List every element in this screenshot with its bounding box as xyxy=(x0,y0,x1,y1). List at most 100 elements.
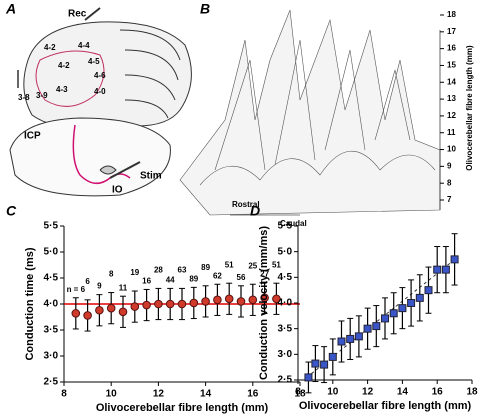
z-tick-label: 15 xyxy=(447,61,456,70)
sample-size-label: 9 xyxy=(97,282,102,291)
y-tick-label: 4·0 xyxy=(278,298,293,309)
panel-label: D xyxy=(250,203,260,219)
z-tick-label: 14 xyxy=(447,77,456,86)
z-tick-label: 13 xyxy=(447,94,456,103)
x-tick-label: 14 xyxy=(397,387,409,398)
point xyxy=(118,307,128,317)
y-axis-label: Conduction time (ms) xyxy=(24,247,36,360)
x-tick-label: 12 xyxy=(362,387,374,398)
sample-size-label: 25 xyxy=(248,261,257,270)
sample-size-label: n = 6 xyxy=(67,285,86,294)
sample-size-label: 8 xyxy=(109,270,114,279)
point xyxy=(320,360,329,369)
y-tick-label: 2·5 xyxy=(278,375,293,386)
z-tick-label: 12 xyxy=(447,111,456,120)
sample-size-label: 51 xyxy=(272,260,281,269)
x-tick-label: 18 xyxy=(294,389,306,400)
point xyxy=(165,299,175,309)
point xyxy=(441,265,450,274)
point xyxy=(354,332,363,341)
y-tick-label: 3·0 xyxy=(44,351,59,362)
z-tick-label: 10 xyxy=(447,145,456,154)
y-tick-label: 5·0 xyxy=(278,246,293,257)
point xyxy=(260,293,269,303)
sample-size-label: 27 xyxy=(260,269,269,278)
sample-size-label: 89 xyxy=(189,274,198,283)
sample-size-label: 44 xyxy=(166,276,175,285)
annotation: 4-0 xyxy=(94,87,106,96)
x-tick-label: 8 xyxy=(295,387,301,398)
y-tick-label: 3·5 xyxy=(44,325,59,336)
point xyxy=(407,299,416,307)
annotation: Caudal xyxy=(280,219,307,228)
point xyxy=(106,303,116,313)
point xyxy=(189,298,199,308)
point xyxy=(311,359,320,368)
point xyxy=(415,293,424,302)
annotation: ICP xyxy=(24,131,41,142)
point xyxy=(372,322,381,331)
point xyxy=(177,299,187,309)
x-axis-label: Olivocerebellar fibre length (mm) xyxy=(96,402,269,414)
annotation: Stim xyxy=(140,171,162,182)
annotation: Rostral xyxy=(232,200,260,209)
y-tick-label: 2·5 xyxy=(44,377,59,388)
y-tick-label: 4·5 xyxy=(44,273,59,284)
annotation: 3-9 xyxy=(36,91,48,100)
point xyxy=(201,297,210,306)
panel-label: B xyxy=(200,1,210,17)
y-tick-label: 5·5 xyxy=(44,221,59,232)
point xyxy=(71,309,81,318)
y-tick-label: 5·5 xyxy=(278,221,293,232)
x-tick-label: 10 xyxy=(327,387,339,398)
point xyxy=(213,295,222,305)
x-tick-label: 12 xyxy=(153,389,165,400)
y-tick-label: 5·0 xyxy=(44,247,59,258)
y-tick-label: 3·0 xyxy=(278,349,293,360)
point xyxy=(236,297,246,306)
point xyxy=(130,302,140,311)
annotation: Rec xyxy=(68,9,87,20)
z-tick-label: 9 xyxy=(447,161,452,170)
z-tick-label: 7 xyxy=(447,195,452,204)
sample-size-label: 62 xyxy=(213,271,222,280)
sample-size-label: 6 xyxy=(85,277,90,286)
point xyxy=(450,255,459,264)
y-tick-label: 4·0 xyxy=(44,299,59,310)
x-tick-label: 10 xyxy=(106,389,118,400)
y-tick-label: 4·5 xyxy=(278,272,293,283)
annotation: IO xyxy=(112,185,123,196)
point xyxy=(433,265,442,274)
point xyxy=(83,311,92,320)
sample-size-label: 51 xyxy=(225,260,234,269)
annotation: 4-2 xyxy=(44,43,56,52)
z-tick-label: 17 xyxy=(447,27,456,36)
x-axis-label: Olivocerebellar fibre length (mm) xyxy=(299,400,472,412)
point xyxy=(304,373,313,382)
point xyxy=(363,324,372,333)
annotation: 4-2 xyxy=(58,61,70,70)
z-tick-label: 16 xyxy=(447,44,456,53)
point xyxy=(328,352,337,361)
point xyxy=(337,337,346,346)
x-tick-label: 18 xyxy=(466,387,478,398)
point xyxy=(424,286,433,295)
point xyxy=(142,300,151,310)
panel-label: C xyxy=(6,203,17,219)
point xyxy=(272,294,281,304)
x-tick-label: 8 xyxy=(61,389,67,400)
annotation: 4-3 xyxy=(56,85,68,94)
point xyxy=(224,294,234,304)
point xyxy=(398,304,407,313)
annotation: 4-4 xyxy=(78,41,90,50)
point xyxy=(95,305,104,315)
point xyxy=(346,334,355,343)
z-tick-label: 8 xyxy=(447,178,452,187)
panel-label: A xyxy=(5,1,16,17)
point xyxy=(389,309,398,318)
sample-size-label: 56 xyxy=(237,273,246,282)
annotation: 4-6 xyxy=(94,71,106,80)
sample-size-label: 11 xyxy=(119,283,128,292)
point xyxy=(154,299,163,309)
